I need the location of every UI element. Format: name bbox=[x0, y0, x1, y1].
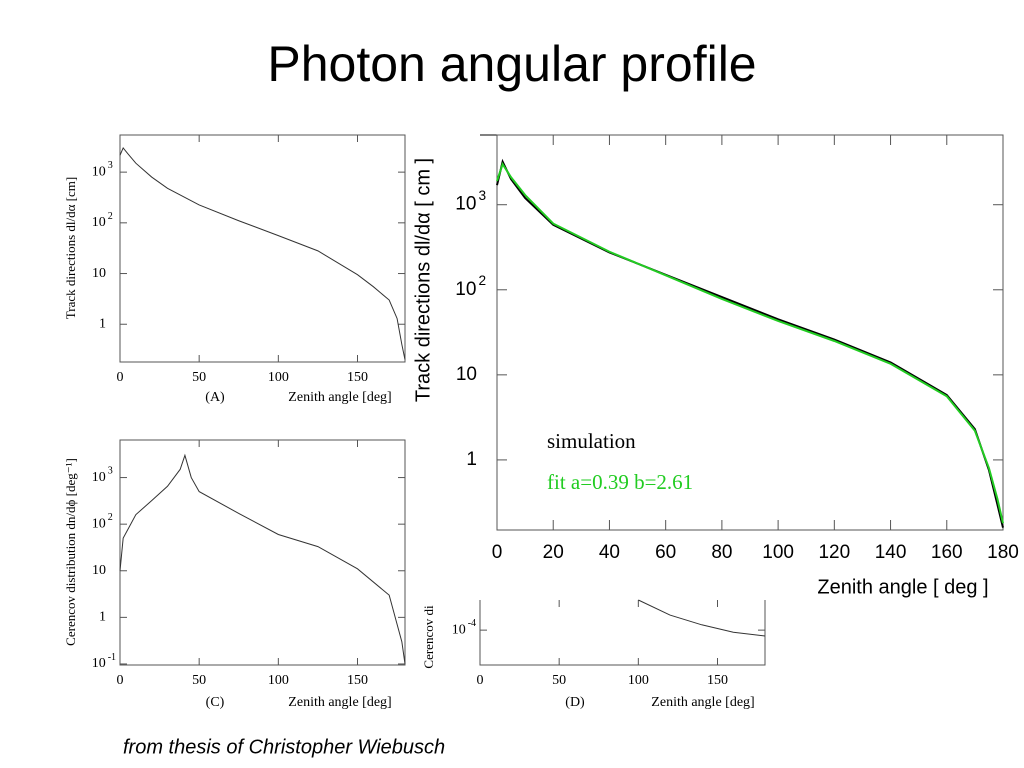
y-tick-label: 10 bbox=[455, 194, 476, 215]
y-tick-exponent: -1 bbox=[108, 652, 116, 663]
footer: from thesis of Christopher Wiebusch bbox=[123, 736, 445, 758]
x-axis-label: Zenith angle [deg] bbox=[288, 695, 391, 710]
x-tick-label: 40 bbox=[599, 542, 620, 563]
y-tick-label: 10 bbox=[92, 164, 106, 179]
legend-entry: simulation bbox=[547, 429, 636, 453]
x-axis-label: Zenith angle [deg] bbox=[651, 695, 754, 710]
x-tick-label: 0 bbox=[117, 673, 124, 688]
slide-title: Photon angular profile bbox=[267, 36, 756, 92]
y-axis-label: Cerencov distribution dn/dϕ [deg⁻¹] bbox=[63, 458, 78, 646]
x-tick-label: 180 bbox=[987, 542, 1019, 563]
y-tick-exponent: -4 bbox=[468, 618, 476, 629]
x-tick-label: 50 bbox=[552, 673, 566, 688]
chart-caption: (A) bbox=[205, 390, 225, 405]
x-tick-label: 50 bbox=[192, 370, 206, 385]
plot-frame bbox=[119, 134, 406, 363]
y-tick-exponent: 2 bbox=[108, 512, 113, 523]
x-tick-label: 150 bbox=[347, 370, 368, 385]
y-tick-exponent: 3 bbox=[478, 188, 486, 203]
y-tick-label: 1 bbox=[466, 449, 477, 470]
x-tick-label: 20 bbox=[543, 542, 564, 563]
chart-caption: (D) bbox=[565, 695, 585, 710]
data-line bbox=[119, 453, 406, 665]
y-tick-label: 10 bbox=[92, 266, 106, 281]
x-tick-label: 100 bbox=[628, 673, 649, 688]
x-axis-label: Zenith angle [deg] bbox=[288, 390, 391, 405]
plot-cover bbox=[440, 138, 1024, 598]
x-tick-label: 50 bbox=[192, 673, 206, 688]
data-line bbox=[496, 161, 1004, 524]
x-tick-label: 0 bbox=[477, 673, 484, 688]
x-tick-label: 150 bbox=[707, 673, 728, 688]
y-tick-exponent: 3 bbox=[108, 160, 113, 171]
plot-frame bbox=[496, 134, 1004, 531]
y-axis-label: Cerencov di bbox=[421, 605, 436, 669]
y-tick-label: 10 bbox=[92, 215, 106, 230]
x-axis-label: Zenith angle [ deg ] bbox=[817, 576, 988, 598]
y-tick-label: 10 bbox=[456, 364, 477, 385]
y-tick-label: 10 bbox=[92, 516, 106, 531]
x-tick-label: 150 bbox=[347, 673, 368, 688]
y-tick-label: 10 bbox=[92, 656, 106, 671]
plot-frame bbox=[119, 439, 406, 666]
y-tick-exponent: 3 bbox=[108, 466, 113, 477]
x-tick-label: 100 bbox=[762, 542, 794, 563]
x-tick-label: 80 bbox=[711, 542, 732, 563]
legend-entry: fit a=0.39 b=2.61 bbox=[547, 470, 693, 494]
y-tick-exponent: 2 bbox=[478, 273, 486, 288]
data-line bbox=[638, 599, 766, 637]
y-tick-label: 10 bbox=[452, 622, 466, 637]
x-tick-label: 0 bbox=[117, 370, 124, 385]
x-tick-label: 0 bbox=[492, 542, 503, 563]
x-tick-label: 120 bbox=[818, 542, 850, 563]
x-tick-label: 60 bbox=[655, 542, 676, 563]
y-tick-label: 1 bbox=[99, 316, 106, 331]
x-tick-label: 140 bbox=[875, 542, 907, 563]
y-tick-label: 10 bbox=[92, 470, 106, 485]
y-tick-label: 10 bbox=[92, 563, 106, 578]
plot-frame bbox=[479, 600, 766, 666]
y-axis-label: Track directions dl/dα [ cm ] bbox=[412, 158, 434, 402]
chart-caption: (C) bbox=[206, 695, 225, 710]
y-axis-label: Track directions dl/dα [cm] bbox=[63, 177, 78, 319]
x-tick-label: 160 bbox=[931, 542, 963, 563]
y-tick-label: 1 bbox=[99, 610, 106, 625]
x-tick-label: 100 bbox=[268, 673, 289, 688]
y-tick-exponent: 2 bbox=[108, 211, 113, 222]
x-tick-label: 100 bbox=[268, 370, 289, 385]
data-line bbox=[119, 146, 406, 360]
y-tick-label: 10 bbox=[455, 279, 476, 300]
